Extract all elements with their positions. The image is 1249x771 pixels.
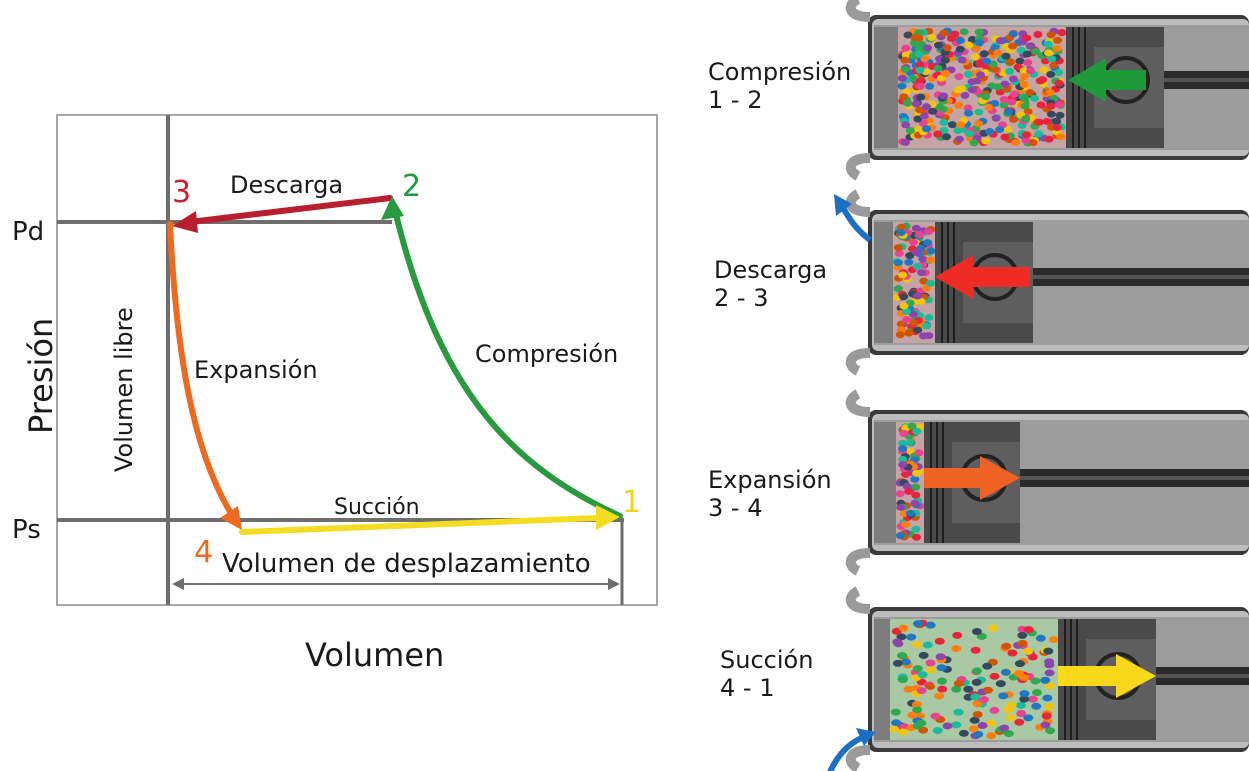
piston-motion-arrow xyxy=(1068,58,1146,102)
valve-bottom xyxy=(845,548,871,576)
diagram-frame xyxy=(56,114,658,606)
piston-motion-arrow xyxy=(1058,654,1156,698)
x-axis-label: Volumen xyxy=(305,636,444,674)
valve-top xyxy=(845,389,871,417)
displacement-label: Volumen de desplazamiento xyxy=(222,549,591,579)
curve-succion xyxy=(239,505,620,535)
ps-label: Ps xyxy=(12,515,41,545)
cylinder-head xyxy=(874,222,893,343)
curve-compresion xyxy=(381,196,623,519)
piston-motion-arrow xyxy=(924,456,1020,500)
y-axis-label: Presión xyxy=(22,318,60,434)
valve-bottom xyxy=(845,745,871,771)
stage-title: Expansión xyxy=(708,466,832,494)
stage-range: 3 - 4 xyxy=(708,494,762,522)
curve-expansion xyxy=(167,221,242,530)
cylinder-head xyxy=(874,619,890,740)
point-2-label: 2 xyxy=(402,169,421,204)
stage-title: Descarga xyxy=(714,256,827,284)
valve-top xyxy=(845,586,871,614)
valve-top xyxy=(845,189,871,217)
cylinder-head xyxy=(874,27,898,148)
stage-title: Compresión xyxy=(708,58,851,86)
point-4-label: 4 xyxy=(194,535,213,570)
valve-top xyxy=(845,0,871,22)
piston-motion-arrow xyxy=(935,255,1030,299)
stage-range: 1 - 2 xyxy=(708,86,762,114)
cylinder-head xyxy=(874,422,896,543)
succion-label: Succión xyxy=(334,495,420,520)
stage-range: 2 - 3 xyxy=(714,284,768,312)
free-volume-label: Volumen libre xyxy=(110,307,138,472)
compresion-label: Compresión xyxy=(475,340,618,368)
pd-label: Pd xyxy=(12,217,44,247)
stage-title: Succión xyxy=(720,646,813,674)
valve-bottom xyxy=(845,153,871,181)
descarga-label: Descarga xyxy=(230,171,343,199)
expansion-label: Expansión xyxy=(194,356,318,384)
point-1-label: 1 xyxy=(622,485,641,520)
point-3-label: 3 xyxy=(172,175,191,210)
valve-bottom xyxy=(845,348,871,376)
stage-range: 4 - 1 xyxy=(720,674,774,702)
pv-diagram: 1 2 3 4 Descarga Compresión Expansión Su… xyxy=(12,114,658,674)
displacement-arrow xyxy=(172,578,620,590)
curve-descarga xyxy=(172,195,393,233)
